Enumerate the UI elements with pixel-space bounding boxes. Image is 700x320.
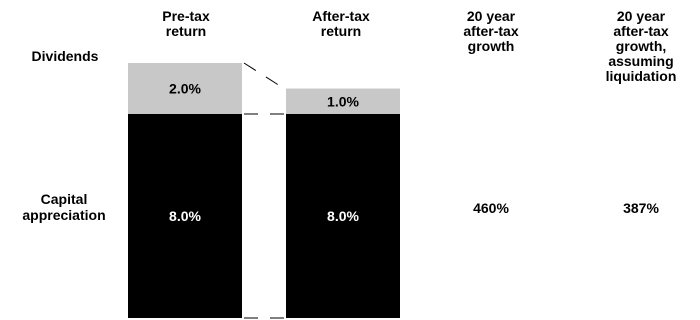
- growth-value-20yr: 460%: [473, 200, 509, 216]
- column-header-20yr-growth: 20 year after-tax growth: [463, 8, 519, 54]
- growth-value-20yr-liquidation: 387%: [623, 200, 659, 216]
- column-header-pre-tax: Pre-tax return: [162, 8, 210, 39]
- column-header-after-tax: After-tax return: [312, 8, 370, 39]
- column-header-20yr-liquidation: 20 year after-tax growth, assuming liqui…: [605, 8, 677, 84]
- row-label-capital-appreciation: Capital appreciation: [22, 191, 106, 223]
- bar-pre-tax-return-dividends: [128, 63, 242, 114]
- bar-label-after-tax-return-dividends: 1.0%: [327, 93, 359, 109]
- row-label-dividends: Dividends: [31, 48, 99, 64]
- connector-line-top: [243, 62, 285, 89]
- bar-label-pre-tax-return-dividends: 2.0%: [169, 81, 201, 97]
- bar-label-after-tax-return-capital-appreciation: 8.0%: [327, 208, 359, 224]
- bar-after-tax-return-capital-appreciation: [286, 114, 400, 318]
- bar-label-pre-tax-return-capital-appreciation: 8.0%: [169, 208, 201, 224]
- bar-after-tax-return-dividends: [286, 88, 400, 114]
- bar-pre-tax-return-capital-appreciation: [128, 114, 242, 318]
